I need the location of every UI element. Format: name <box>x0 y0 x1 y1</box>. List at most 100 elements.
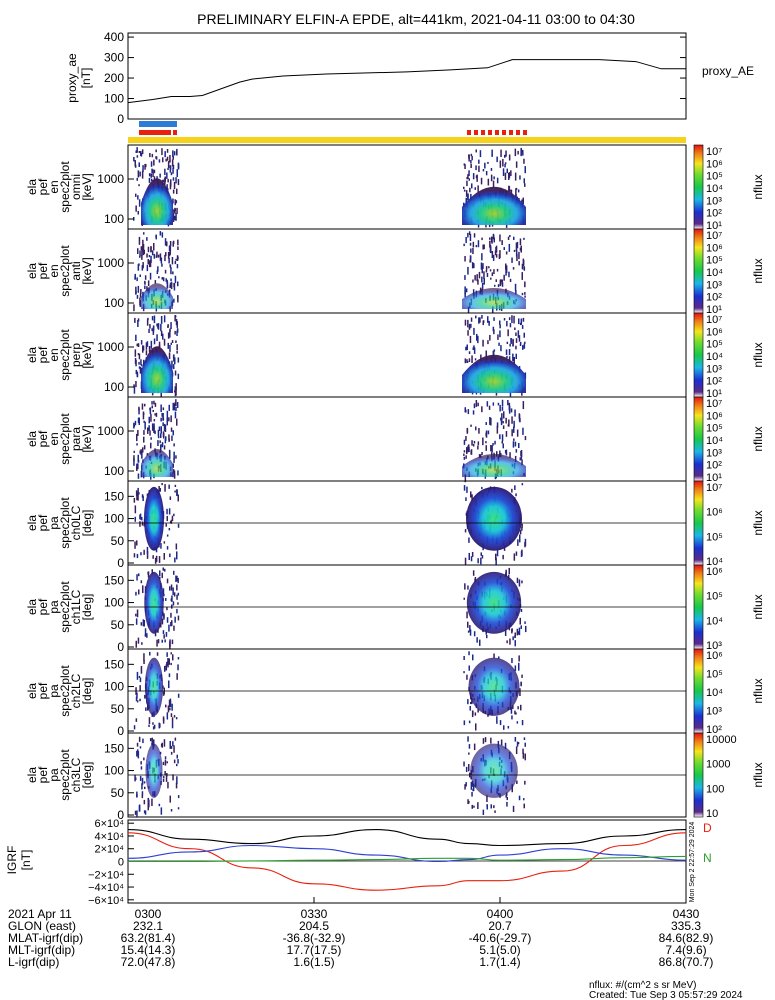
spec-speckle <box>133 304 135 312</box>
spec-speckle <box>468 358 471 362</box>
spec-speckle <box>514 455 517 462</box>
igrf-ylabel-line1: IGRF <box>5 846 19 875</box>
spec-panel-1: 1000100elapefenspec2plotanti[keV]10⁷10⁶1… <box>25 228 765 316</box>
spec-speckle <box>507 726 510 729</box>
spec-speckle <box>151 316 154 321</box>
spec-speckle <box>165 704 167 708</box>
orbit-row-value: 0400 <box>487 907 514 921</box>
spec-speckle <box>177 246 179 250</box>
spec-speckle <box>157 254 160 258</box>
spec-speckle <box>161 232 164 238</box>
spec-speckle <box>489 334 491 341</box>
spec-speckle <box>176 763 178 767</box>
spec-flux-blob <box>141 178 173 225</box>
spec-speckle <box>483 271 485 279</box>
spec-speckle <box>141 516 143 521</box>
spec-speckle <box>161 148 163 156</box>
spec-ylabel-line: ela <box>25 683 39 699</box>
igrf-ylabel-line2: [nT] <box>19 850 33 871</box>
spec-speckle <box>149 259 152 268</box>
spec-speckle <box>144 628 147 636</box>
colorbar-label: 10⁶ <box>706 650 723 662</box>
spec-speckle <box>163 593 165 597</box>
spec-speckle <box>500 739 503 746</box>
spec-speckle <box>137 637 140 644</box>
spec-speckle <box>505 263 507 270</box>
spec-speckle <box>490 737 492 744</box>
spec-speckle <box>468 351 471 354</box>
spec-ylabel-line: ela <box>25 347 39 363</box>
spec-speckle <box>491 452 493 456</box>
spec-speckle <box>508 349 511 356</box>
spec-speckle <box>463 656 465 660</box>
spec-speckle <box>476 174 478 182</box>
spec-ytick-label: 100 <box>104 212 124 226</box>
spec-speckle <box>498 254 501 260</box>
spec-speckle <box>463 186 465 189</box>
spec-speckle <box>505 431 508 437</box>
spec-speckle <box>520 625 522 629</box>
spec-speckle <box>175 543 178 550</box>
orbit-row-value: -36.8(-32.9) <box>283 931 346 945</box>
spec-speckle <box>164 424 167 432</box>
spec-speckle <box>149 272 152 280</box>
spec-speckle <box>481 253 483 261</box>
spec-speckle <box>167 178 169 183</box>
spec-speckle <box>472 410 475 415</box>
spec-speckle <box>485 432 487 437</box>
colorbar-label: 10⁴ <box>706 267 723 279</box>
coverage-bar-blue <box>139 121 177 127</box>
spec-speckle <box>522 258 525 267</box>
coverage-dash <box>488 130 492 135</box>
spec-speckle <box>172 463 174 468</box>
spec-speckle <box>174 557 176 563</box>
spec-speckle <box>167 658 169 664</box>
spec-speckle <box>505 417 507 424</box>
spec-speckle <box>134 317 136 323</box>
spec-speckle <box>519 688 521 696</box>
spec-speckle <box>471 440 473 446</box>
spec-speckle <box>156 251 158 258</box>
spec-speckle <box>162 277 165 282</box>
spec-speckle <box>174 260 177 265</box>
spec-speckle <box>176 328 179 333</box>
spec-speckle <box>473 345 475 350</box>
spec-speckle <box>474 712 477 716</box>
spec-speckle <box>141 791 144 796</box>
spec-speckle <box>481 265 483 274</box>
coverage-dash <box>523 130 527 135</box>
spec-speckle <box>135 150 137 153</box>
colorbar-label: 10² <box>706 376 722 388</box>
spec-speckle <box>149 260 151 268</box>
spec-speckle <box>486 401 489 407</box>
spec-speckle <box>170 267 172 275</box>
spec-speckle <box>492 402 495 406</box>
spec-speckle <box>506 168 508 174</box>
spec-speckle <box>514 148 517 157</box>
spec-speckle <box>488 266 490 269</box>
spec-speckle <box>494 284 496 287</box>
spec-ylabel-line: spec2plot <box>58 413 72 465</box>
orbit-row-value: 7.4(9.6) <box>665 943 706 957</box>
spec-speckle <box>174 390 176 393</box>
spec-speckle <box>166 172 168 179</box>
spec-speckle <box>174 330 176 335</box>
spec-speckle <box>149 651 151 656</box>
spec-speckle <box>464 358 467 364</box>
spec-speckle <box>519 343 522 346</box>
spec-speckle <box>143 799 146 805</box>
spec-speckle <box>149 738 152 742</box>
spec-speckle <box>150 255 152 263</box>
spec-speckle <box>520 148 522 157</box>
spec-speckle <box>519 341 522 345</box>
spec-speckle <box>160 316 163 324</box>
spec-speckle <box>142 244 145 252</box>
spec-speckle <box>150 340 153 349</box>
spec-speckle <box>492 443 494 446</box>
orbit-row-value: 15.4(14.3) <box>121 943 176 957</box>
colorbar-label: 10² <box>706 460 722 472</box>
colorbar <box>693 564 704 650</box>
spec-speckle <box>463 450 466 453</box>
spec-ytick-label: 0 <box>117 724 124 738</box>
